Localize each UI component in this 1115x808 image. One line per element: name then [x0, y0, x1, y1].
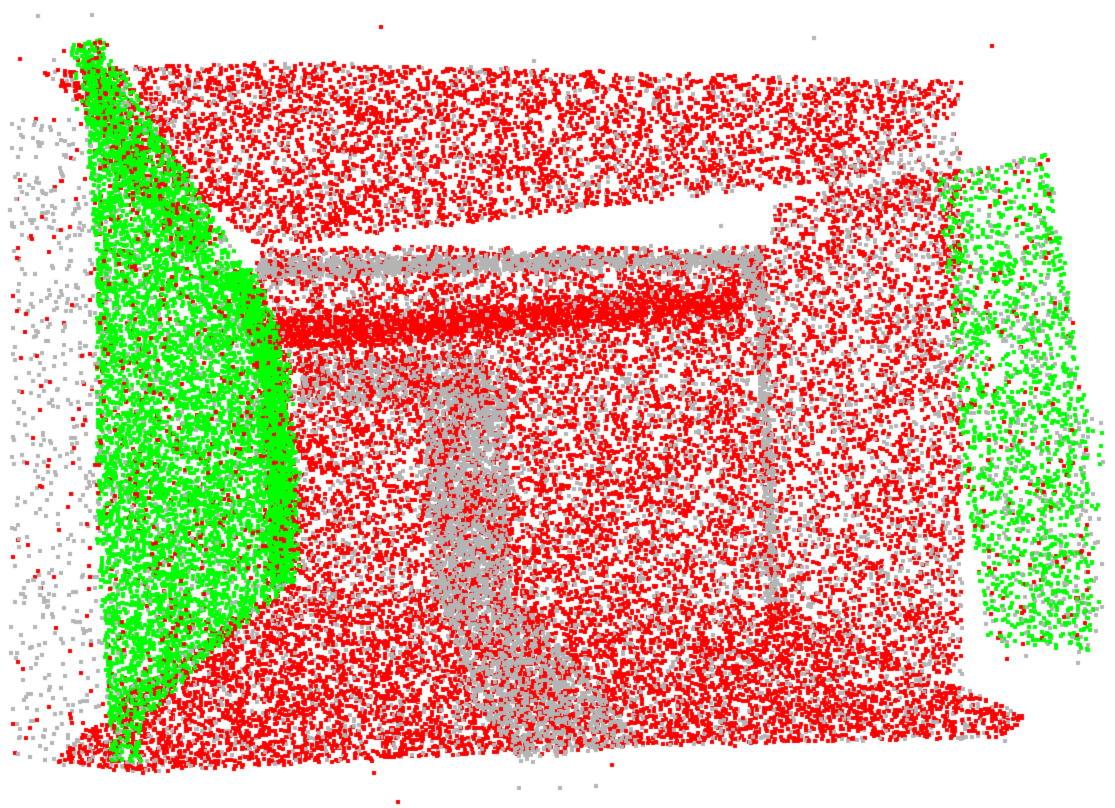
- point-cloud-canvas: [0, 0, 1115, 808]
- point-cloud-view: [0, 0, 1115, 808]
